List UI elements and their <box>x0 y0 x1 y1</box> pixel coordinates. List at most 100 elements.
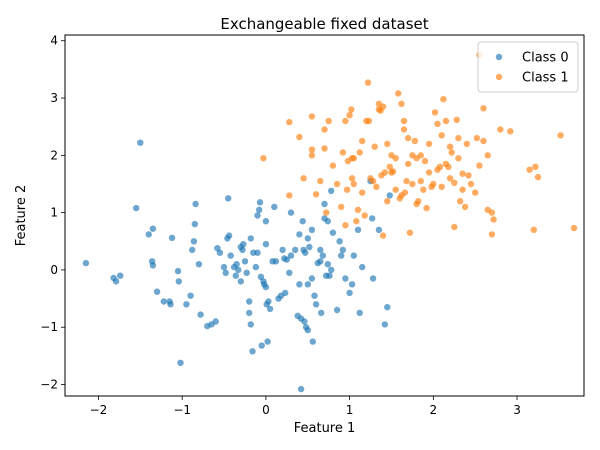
class-1-point <box>346 112 353 119</box>
class-1-point <box>406 229 414 236</box>
legend: Class 0 Class 1 <box>477 41 579 93</box>
class-0-point <box>282 289 289 297</box>
class-0-point <box>191 220 198 228</box>
class-1-point <box>465 172 472 179</box>
class-1-point <box>438 183 445 190</box>
y-tick-label: 1 <box>50 206 58 220</box>
class-1-point <box>417 152 424 159</box>
class-1-point <box>488 209 496 216</box>
class-1-point <box>286 192 293 199</box>
class-1-point <box>333 180 341 188</box>
class-1-point <box>308 146 316 153</box>
class-1-point <box>461 203 469 211</box>
class-0-point <box>301 318 308 325</box>
class-1-point <box>384 140 391 148</box>
class-1-point <box>300 175 307 182</box>
class-0-point <box>235 266 242 274</box>
class-1-point <box>459 170 466 177</box>
class-0-point <box>262 218 270 225</box>
legend-box <box>477 41 579 93</box>
class-0-point <box>225 195 232 202</box>
class-0-point <box>356 309 363 317</box>
class-0-point <box>153 288 161 295</box>
class-1-point <box>476 162 483 169</box>
x-axis: −2 −1 0 1 2 3 <box>90 396 521 417</box>
class-0-point <box>225 232 233 239</box>
y-tick-label: −2 <box>40 378 58 392</box>
legend-label-class-1: Class 1 <box>522 71 569 86</box>
class-0-point <box>137 139 144 146</box>
class-0-point <box>233 261 240 268</box>
class-0-point <box>240 241 247 248</box>
class-0-point <box>348 281 356 288</box>
class-0-point <box>190 238 198 245</box>
legend-marker-class-0 <box>495 53 503 61</box>
class-1-point <box>338 203 345 211</box>
class-1-point <box>446 175 454 182</box>
class-0-point <box>187 292 194 299</box>
x-tick-label: −1 <box>173 403 191 417</box>
class-0-point <box>324 261 331 268</box>
class-0-point <box>279 246 286 254</box>
class-0-point <box>304 326 311 334</box>
class-0-point <box>241 258 249 265</box>
class-0-point <box>246 309 253 317</box>
class-1-point <box>570 224 578 232</box>
class-1-point <box>417 177 424 185</box>
class-1-point <box>403 177 410 185</box>
class-0-point <box>247 321 254 328</box>
class-0-point <box>243 269 250 276</box>
y-tick-label: 3 <box>50 91 58 105</box>
class-1-point <box>329 162 337 169</box>
class-0-point <box>311 292 318 299</box>
class-0-point <box>283 256 290 263</box>
class-1-point <box>557 132 564 139</box>
class-0-point <box>82 259 90 267</box>
class-0-point <box>167 301 174 308</box>
class-0-point <box>318 309 325 317</box>
class-1-point <box>296 133 303 141</box>
class-0-point <box>220 263 228 271</box>
class-0-point <box>369 275 377 282</box>
class-1-point <box>350 155 357 162</box>
class-1-point <box>405 160 412 168</box>
class-0-point <box>262 283 270 291</box>
class-1-point <box>312 191 320 198</box>
class-0-point <box>292 246 299 254</box>
class-1-point <box>371 143 378 150</box>
class-1-point <box>446 143 454 150</box>
class-1-point <box>488 231 496 238</box>
class-1-point <box>321 126 328 133</box>
class-0-point <box>246 298 253 305</box>
class-1-point <box>384 198 391 205</box>
y-axis-label: Feature 2 <box>14 185 29 247</box>
x-tick-label: 2 <box>430 403 438 417</box>
class-0-point <box>308 226 316 233</box>
class-1-point <box>359 137 366 145</box>
class-1-point <box>430 180 437 188</box>
class-0-point <box>384 304 391 311</box>
class-0-point <box>265 298 272 305</box>
class-1-point <box>534 173 542 181</box>
class-0-point <box>247 235 254 242</box>
class-1-point <box>436 163 444 170</box>
class-0-point <box>212 318 219 325</box>
class-1-point <box>342 117 349 125</box>
class-1-point <box>455 134 462 142</box>
class-1-point <box>348 175 356 182</box>
class-0-point <box>149 225 157 232</box>
class-0-point <box>197 311 204 318</box>
class-1-point <box>405 134 412 142</box>
class-0-point <box>192 200 199 208</box>
class-1-point <box>438 132 445 139</box>
class-0-point <box>227 252 234 259</box>
class-0-point <box>149 262 157 269</box>
y-axis: −2 −1 0 1 2 3 4 <box>40 34 65 392</box>
class-0-point <box>232 272 239 279</box>
class-1-point <box>365 117 373 125</box>
class-1-point <box>317 177 324 185</box>
class-1-point <box>379 232 387 239</box>
class-1-point <box>530 226 537 233</box>
class-0-point <box>254 212 261 219</box>
